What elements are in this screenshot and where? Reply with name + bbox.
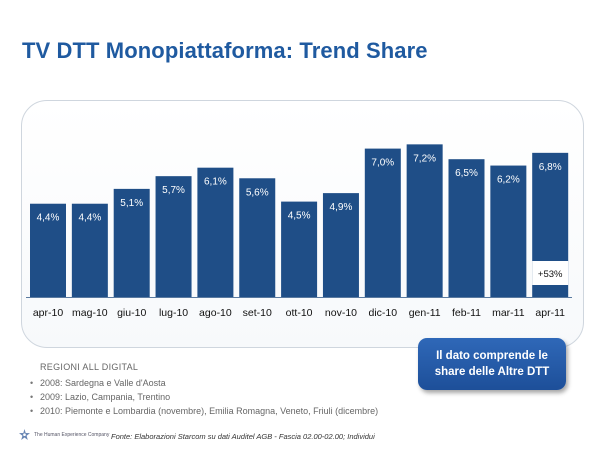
source-note: Fonte: Elaborazioni Starcom su dati Audi… [111,432,375,441]
x-tick-label: ago-10 [199,307,232,319]
data-label: 4,5% [288,211,311,222]
data-label: 5,1% [120,198,143,209]
x-tick-label: dic-10 [368,307,397,319]
bar-mar-11 [490,165,527,297]
bar-mag-10 [71,203,108,297]
x-tick-label: apr-11 [535,307,565,319]
data-label: 6,2% [497,175,520,186]
bar-chart: 4,4% apr-10 4,4% mag-10 5,1% giu-10 5,7% lug-10… [26,144,572,319]
data-label: 6,1% [204,177,227,188]
data-label: 7,0% [371,158,394,169]
x-tick-label: mar-11 [492,307,525,319]
data-label: 5,6% [246,187,269,198]
bar-set-10 [239,178,276,297]
x-tick-label: feb-11 [452,307,481,319]
star-logo-icon [19,429,30,440]
bar-ago-10 [197,167,234,297]
data-label: 6,8% [539,162,562,173]
data-label: 4,9% [330,202,353,213]
bar-nov-10 [322,193,359,297]
x-tick-label: giu-10 [117,307,146,319]
data-label: 4,4% [78,213,101,224]
increment-label: +53% [538,269,563,280]
bar-giu-10 [113,188,150,297]
increment-gap [532,261,569,285]
data-label: 4,4% [37,213,60,224]
x-tick-label: set-10 [243,307,272,319]
bar-apr-10 [30,203,66,297]
bar-gen-11 [406,144,443,297]
x-tick-label: nov-10 [325,307,357,319]
notes-item: 2008: Sardegna e Valle d'Aosta [30,378,378,389]
x-tick-label: lug-10 [159,307,188,319]
notes-block: REGIONI ALL DIGITAL 2008: Sardegna e Val… [30,362,378,420]
notes-list: 2008: Sardegna e Valle d'Aosta 2009: Laz… [30,378,378,417]
callout-box: Il dato comprende le share delle Altre D… [418,338,566,390]
x-tick-label: gen-11 [409,307,441,319]
bar-dic-10 [364,148,401,297]
bar-lug-10 [155,176,192,297]
notes-heading: REGIONI ALL DIGITAL [40,362,139,372]
x-tick-label: ott-10 [286,307,313,319]
notes-item: 2010: Piemonte e Lombardia (novembre), E… [30,406,378,417]
data-label: 7,2% [413,153,436,164]
data-label: 5,7% [162,185,185,196]
bar-ott-10 [281,201,318,297]
company-logo: The Human Experience Company [19,429,109,440]
notes-item: 2009: Lazio, Campania, Trentino [30,392,378,403]
logo-text: The Human Experience Company [34,431,110,438]
bar-feb-11 [448,159,485,297]
page-title: TV DTT Monopiattaforma: Trend Share [22,38,428,63]
x-tick-label: apr-10 [33,307,64,319]
x-tick-label: mag-10 [72,307,108,319]
data-label: 6,5% [455,168,478,179]
